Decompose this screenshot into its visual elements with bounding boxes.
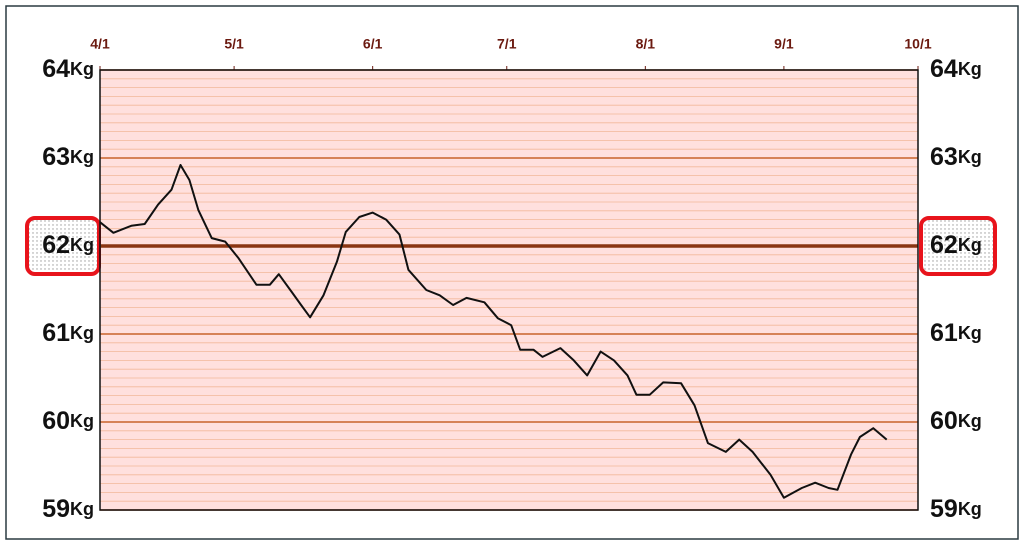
x-tick-label: 7/1 xyxy=(497,36,517,52)
target-highlight xyxy=(919,216,997,276)
y-tick-number: 64 xyxy=(930,55,958,83)
plot-border xyxy=(99,69,919,511)
x-tick-label: 5/1 xyxy=(224,36,244,52)
y-tick-label: 63Kg xyxy=(930,143,982,171)
y-tick-number: 59 xyxy=(42,495,70,523)
y-tick-label: 59Kg xyxy=(42,495,94,523)
y-tick-number: 59 xyxy=(930,495,958,523)
x-tick-label: 8/1 xyxy=(636,36,656,52)
x-tick-label: 4/1 xyxy=(90,36,110,52)
y-tick-unit: Kg xyxy=(70,147,94,167)
y-tick-unit: Kg xyxy=(70,411,94,431)
x-tick-label: 6/1 xyxy=(363,36,383,52)
y-tick-number: 63 xyxy=(42,143,70,171)
y-tick-number: 62 xyxy=(42,231,70,259)
y-tick-label: 61Kg xyxy=(42,319,94,347)
y-tick-label: 62Kg xyxy=(930,231,982,259)
y-tick-label: 62Kg xyxy=(42,231,94,259)
y-tick-unit: Kg xyxy=(958,411,982,431)
y-tick-unit: Kg xyxy=(70,499,94,519)
x-tick-label: 10/1 xyxy=(904,36,931,52)
y-tick-number: 62 xyxy=(930,231,958,259)
y-tick-unit: Kg xyxy=(958,323,982,343)
y-tick-number: 60 xyxy=(42,407,70,435)
y-tick-unit: Kg xyxy=(70,59,94,79)
y-tick-label: 63Kg xyxy=(42,143,94,171)
y-tick-unit: Kg xyxy=(958,147,982,167)
y-tick-unit: Kg xyxy=(958,499,982,519)
x-tick-label: 9/1 xyxy=(774,36,794,52)
y-tick-unit: Kg xyxy=(70,235,94,255)
y-tick-number: 60 xyxy=(930,407,958,435)
y-tick-label: 61Kg xyxy=(930,319,982,347)
y-tick-label: 64Kg xyxy=(930,55,982,83)
y-tick-label: 59Kg xyxy=(930,495,982,523)
y-tick-number: 64 xyxy=(42,55,70,83)
y-tick-label: 64Kg xyxy=(42,55,94,83)
weight-line xyxy=(99,164,888,499)
y-tick-number: 63 xyxy=(930,143,958,171)
y-tick-unit: Kg xyxy=(958,59,982,79)
y-tick-number: 61 xyxy=(930,319,958,347)
y-tick-unit: Kg xyxy=(70,323,94,343)
y-tick-number: 61 xyxy=(42,319,70,347)
y-tick-label: 60Kg xyxy=(930,407,982,435)
y-tick-unit: Kg xyxy=(958,235,982,255)
y-tick-label: 60Kg xyxy=(42,407,94,435)
target-highlight xyxy=(25,216,101,276)
